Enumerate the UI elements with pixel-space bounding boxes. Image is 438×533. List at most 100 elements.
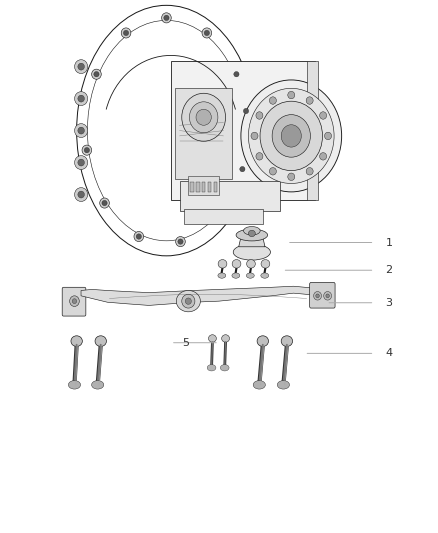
Ellipse shape — [196, 109, 211, 125]
Ellipse shape — [288, 173, 295, 181]
Text: 1: 1 — [385, 238, 392, 247]
Ellipse shape — [70, 296, 79, 306]
Ellipse shape — [84, 148, 89, 153]
FancyBboxPatch shape — [171, 61, 315, 200]
Ellipse shape — [277, 381, 290, 389]
Bar — [196, 182, 199, 192]
Ellipse shape — [220, 365, 229, 371]
Ellipse shape — [248, 88, 334, 183]
Ellipse shape — [269, 167, 276, 175]
Ellipse shape — [202, 28, 212, 38]
Ellipse shape — [232, 69, 241, 79]
Ellipse shape — [78, 95, 85, 102]
Ellipse shape — [251, 132, 258, 140]
Text: 5: 5 — [182, 338, 189, 348]
Ellipse shape — [176, 237, 185, 247]
Ellipse shape — [241, 106, 251, 116]
Ellipse shape — [74, 92, 88, 106]
Ellipse shape — [241, 80, 342, 192]
Ellipse shape — [100, 198, 110, 208]
Ellipse shape — [92, 381, 104, 389]
Ellipse shape — [326, 294, 329, 297]
Ellipse shape — [324, 292, 332, 300]
Ellipse shape — [208, 335, 216, 342]
Ellipse shape — [78, 63, 85, 70]
Ellipse shape — [256, 152, 263, 160]
Ellipse shape — [320, 112, 327, 119]
Ellipse shape — [207, 365, 216, 371]
Ellipse shape — [74, 60, 88, 74]
Ellipse shape — [236, 229, 268, 241]
Ellipse shape — [82, 145, 92, 155]
FancyBboxPatch shape — [184, 209, 263, 224]
Ellipse shape — [234, 71, 239, 77]
Ellipse shape — [68, 381, 81, 389]
Text: 3: 3 — [385, 298, 392, 308]
Ellipse shape — [281, 125, 301, 147]
Ellipse shape — [246, 273, 254, 278]
Ellipse shape — [260, 101, 322, 171]
Ellipse shape — [214, 212, 223, 222]
Bar — [208, 182, 211, 192]
Text: 2: 2 — [385, 265, 392, 275]
Ellipse shape — [222, 335, 230, 342]
Ellipse shape — [204, 30, 209, 36]
Ellipse shape — [164, 15, 169, 20]
Ellipse shape — [232, 260, 241, 268]
Ellipse shape — [247, 260, 255, 268]
Ellipse shape — [134, 231, 144, 241]
Ellipse shape — [232, 273, 240, 278]
Ellipse shape — [102, 200, 107, 206]
Ellipse shape — [78, 191, 85, 198]
FancyBboxPatch shape — [180, 181, 280, 211]
FancyBboxPatch shape — [62, 287, 86, 316]
Ellipse shape — [178, 239, 183, 244]
Ellipse shape — [95, 336, 106, 346]
Bar — [190, 182, 194, 192]
Ellipse shape — [189, 102, 218, 133]
Ellipse shape — [94, 71, 99, 77]
FancyBboxPatch shape — [310, 282, 335, 308]
Ellipse shape — [244, 227, 260, 235]
Bar — [214, 182, 217, 192]
Ellipse shape — [78, 127, 85, 134]
Ellipse shape — [216, 214, 221, 220]
Ellipse shape — [218, 273, 226, 278]
Ellipse shape — [72, 298, 77, 304]
Ellipse shape — [182, 93, 226, 141]
Ellipse shape — [185, 298, 191, 304]
Ellipse shape — [261, 273, 269, 278]
FancyBboxPatch shape — [307, 61, 318, 200]
Ellipse shape — [314, 292, 321, 300]
Ellipse shape — [92, 69, 101, 79]
Ellipse shape — [182, 294, 195, 308]
Ellipse shape — [121, 28, 131, 38]
Polygon shape — [239, 237, 265, 247]
Ellipse shape — [240, 166, 245, 172]
Ellipse shape — [272, 115, 311, 157]
Ellipse shape — [244, 108, 249, 114]
Ellipse shape — [74, 188, 88, 201]
Ellipse shape — [288, 91, 295, 99]
Ellipse shape — [256, 112, 263, 119]
Ellipse shape — [71, 336, 82, 346]
Ellipse shape — [237, 164, 247, 174]
FancyBboxPatch shape — [188, 176, 219, 195]
Ellipse shape — [74, 156, 88, 169]
Ellipse shape — [78, 159, 85, 166]
Ellipse shape — [233, 244, 270, 260]
Ellipse shape — [176, 290, 200, 312]
Bar — [202, 182, 205, 192]
Ellipse shape — [269, 97, 276, 104]
Ellipse shape — [320, 152, 327, 160]
Ellipse shape — [162, 13, 171, 23]
Ellipse shape — [136, 234, 141, 239]
Ellipse shape — [306, 167, 313, 175]
Text: 4: 4 — [385, 349, 392, 358]
Polygon shape — [81, 286, 320, 305]
Ellipse shape — [124, 30, 129, 36]
Ellipse shape — [257, 336, 268, 346]
Ellipse shape — [306, 97, 313, 104]
Ellipse shape — [74, 124, 88, 138]
Ellipse shape — [316, 294, 319, 297]
